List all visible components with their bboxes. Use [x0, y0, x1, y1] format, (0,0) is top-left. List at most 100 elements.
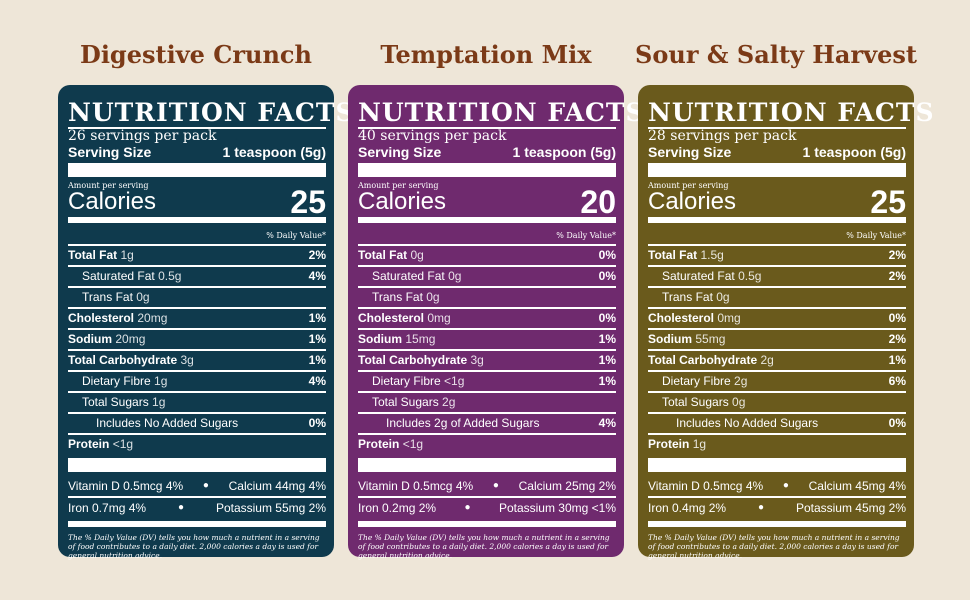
nutrient-amount: 1g — [152, 395, 166, 409]
nutrient-amount: 1g — [154, 374, 168, 388]
nutrition-panel: NUTRITION FACTS 40 servings per pack Servi… — [348, 85, 645, 560]
nutrient-daily-value: 1% — [598, 332, 616, 346]
nutrient-daily-value: 1% — [598, 353, 616, 367]
micronutrient-left: Vitamin D 0.5mcg 4% — [648, 479, 764, 493]
divider-thick — [68, 458, 326, 472]
nutrient-name-group: Protein 1g — [648, 435, 706, 456]
daily-value-header: % Daily Value* — [68, 226, 326, 246]
nutrient-daily-value: 4% — [308, 374, 326, 388]
nutrient-amount: 0g — [136, 290, 150, 304]
nutrient-name: Total Carbohydrate — [358, 353, 468, 367]
nutrient-amount: 15mg — [405, 332, 436, 346]
nutrient-row: Includes 2g of Added Sugars 4% — [358, 414, 616, 435]
product-title: Sour & Salty Harvest — [635, 40, 917, 69]
nutrient-amount: 2g — [734, 374, 748, 388]
micronutrient-right: Potassium 55mg 2% — [215, 501, 326, 515]
nutrient-name: Total Fat — [358, 248, 408, 262]
nutrient-row: Cholesterol 20mg 1% — [68, 309, 326, 330]
calories-row: Calories 25 — [648, 184, 906, 220]
nutrient-name-group: Total Sugars 2g — [372, 393, 455, 412]
nutrient-amount: 3g — [180, 353, 194, 367]
nutrient-daily-value: 0% — [308, 416, 326, 430]
micronutrient-left: Iron 0.2mg 2% — [358, 501, 437, 515]
nutrient-name: Dietary Fibre — [662, 374, 731, 388]
amount-per-serving-label: Amount per serving — [68, 181, 149, 190]
serving-size-label: Serving Size — [648, 144, 732, 160]
amount-per-serving-label: Amount per serving — [358, 181, 439, 190]
bullet-icon: ● — [177, 502, 185, 513]
nutrient-name: Saturated Fat — [372, 269, 445, 283]
divider-medium — [648, 521, 906, 527]
nutrient-name-group: Includes 2g of Added Sugars — [386, 414, 539, 433]
calories-row: Calories 20 — [358, 186, 616, 218]
divider-thick — [648, 163, 906, 177]
micronutrient-right: Calcium 45mg 4% — [808, 479, 906, 493]
footnote: The % Daily Value (DV) tells you how muc… — [648, 533, 900, 560]
nutrient-amount: 20mg — [115, 332, 146, 346]
nutrient-row: Total Fat 1g 2% — [68, 246, 326, 267]
micronutrient-left: Iron 0.4mg 2% — [648, 501, 727, 515]
divider-thick — [358, 458, 616, 472]
nutrient-amount: 0g — [448, 269, 462, 283]
nutrient-daily-value: 2% — [888, 269, 906, 283]
bullet-icon: ● — [464, 502, 471, 513]
divider-medium — [68, 521, 326, 527]
nutrient-name-group: Dietary Fibre 2g — [662, 372, 747, 391]
nutrient-row: Protein <1g — [68, 435, 326, 456]
serving-size-label: Serving Size — [358, 144, 442, 160]
serving-size-row: Serving Size 1 teaspoon (5g) — [68, 144, 326, 161]
micronutrient-row: Vitamin D 0.5mcg 4% ● Calcium 45mg 4% — [648, 476, 906, 498]
footnote: The % Daily Value (DV) tells you how muc… — [358, 533, 610, 560]
divider-medium — [68, 217, 326, 223]
nutrient-amount: 2g — [442, 395, 456, 409]
nutrient-amount: 55mg — [695, 332, 726, 346]
daily-value-header: % Daily Value* — [648, 226, 906, 246]
nutrient-name: Dietary Fibre — [372, 374, 441, 388]
nutrient-name: Sodium — [648, 332, 692, 346]
nutrient-name-group: Trans Fat 0g — [372, 288, 440, 307]
nutrient-row: Total Carbohydrate 3g 1% — [358, 351, 616, 372]
micronutrient-row: Iron 0.2mg 2% ● Potassium 30mg <1% — [358, 498, 616, 518]
calories-value: 25 — [870, 184, 906, 220]
nutrient-name: Saturated Fat — [82, 269, 155, 283]
nutrient-amount: 2g — [760, 353, 774, 367]
nutrient-amount: 0.5g — [158, 269, 182, 283]
nutrient-daily-value: 1% — [888, 353, 906, 367]
nutrient-name-group: Includes No Added Sugars — [96, 414, 238, 433]
serving-size-value: 1 teaspoon (5g) — [802, 144, 906, 160]
nutrient-row: Total Carbohydrate 2g 1% — [648, 351, 906, 372]
calories-row: Calories 25 — [68, 186, 326, 218]
micronutrient-left: Iron 0.7mg 4% — [68, 501, 147, 515]
nutrient-name: Includes No Added Sugars — [676, 416, 819, 430]
nutrient-row: Includes No Added Sugars 0% — [648, 414, 906, 435]
nutrient-daily-value: 0% — [598, 311, 616, 325]
nutrient-amount: <1g — [112, 437, 134, 451]
divider-medium — [648, 217, 906, 223]
bullet-icon: ● — [492, 480, 499, 491]
nutrient-amount: 0g — [716, 290, 730, 304]
nutrient-name: Saturated Fat — [662, 269, 735, 283]
nutrient-name: Total Sugars — [372, 395, 439, 409]
nutrient-name: Includes No Added Sugars — [96, 416, 239, 430]
product-title: Temptation Mix — [380, 40, 592, 69]
nutrient-row: Sodium 20mg 1% — [68, 330, 326, 351]
serving-size-value: 1 teaspoon (5g) — [512, 144, 616, 160]
nutrient-name: Protein — [648, 437, 690, 451]
nutrient-row: Saturated Fat 0g 0% — [358, 267, 616, 288]
nutrient-daily-value: 1% — [308, 353, 326, 367]
nutrient-name: Dietary Fibre — [82, 374, 151, 388]
nutrient-name: Trans Fat — [82, 290, 133, 304]
nutrient-row: Sodium 55mg 2% — [648, 330, 906, 351]
micronutrient-row: Iron 0.7mg 4% ● Potassium 55mg 2% — [68, 498, 326, 518]
nutrient-name: Cholesterol — [68, 311, 135, 325]
nutrient-name-group: Saturated Fat 0.5g — [662, 267, 761, 286]
servings-per-pack: 26 servings per pack — [68, 128, 217, 144]
calories-label: Calories — [358, 188, 447, 215]
nutrient-amount: 3g — [470, 353, 484, 367]
nutrient-name-group: Saturated Fat 0g — [372, 267, 461, 286]
nutrient-row: Trans Fat 0g — [358, 288, 616, 309]
nutrient-name: Protein — [68, 437, 110, 451]
nutrition-facts-heading: NUTRITION FACTS — [358, 98, 645, 129]
nutrient-name-group: Dietary Fibre 1g — [82, 372, 167, 391]
divider-thick — [68, 163, 326, 177]
